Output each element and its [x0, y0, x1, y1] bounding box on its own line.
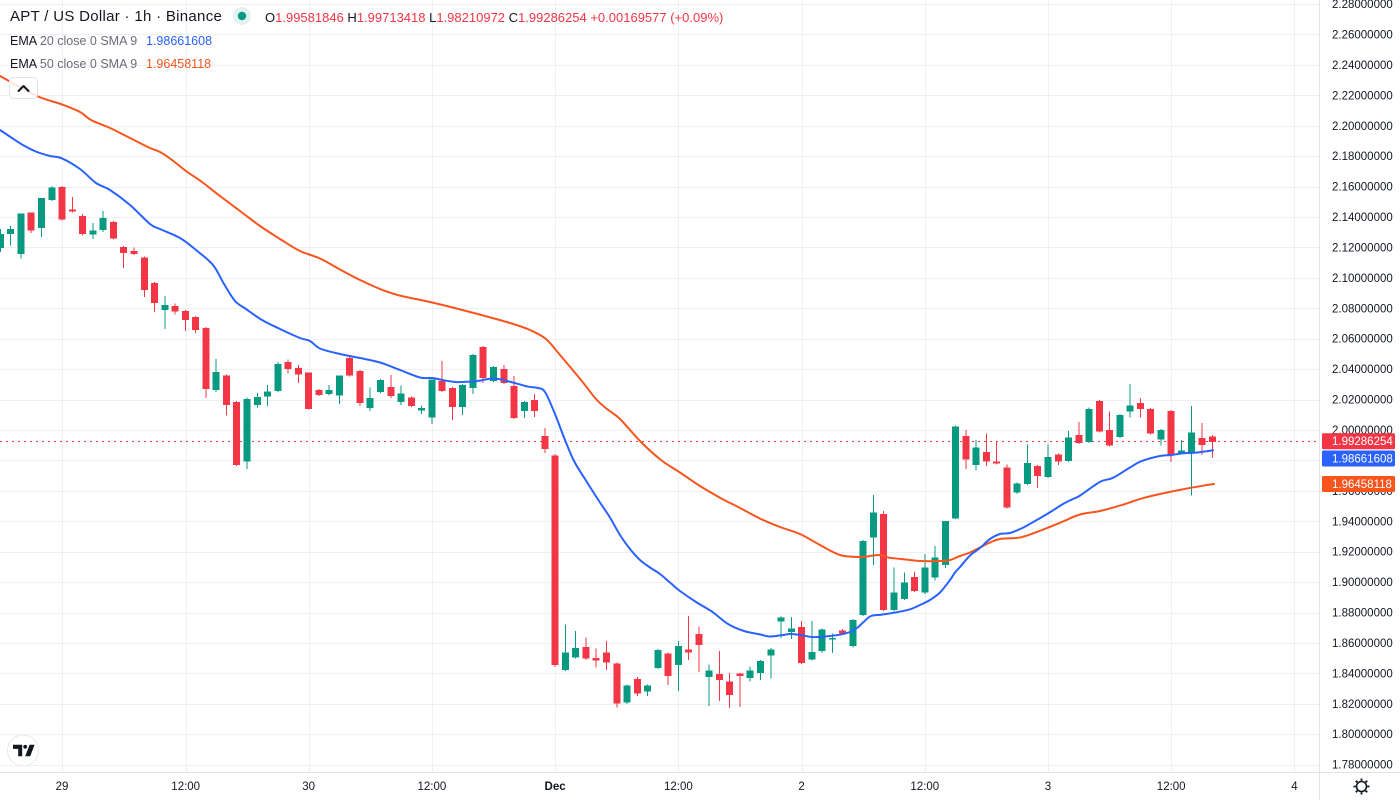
svg-text:Dec: Dec	[545, 781, 567, 793]
svg-text:2.24000000: 2.24000000	[1332, 60, 1393, 72]
svg-text:1.82000000: 1.82000000	[1332, 699, 1393, 711]
svg-text:2.08000000: 2.08000000	[1332, 303, 1393, 315]
svg-text:12:00: 12:00	[171, 781, 200, 793]
svg-text:1.84000000: 1.84000000	[1332, 668, 1393, 680]
svg-text:2.16000000: 2.16000000	[1332, 182, 1393, 194]
svg-text:29: 29	[56, 781, 69, 793]
svg-text:1.86000000: 1.86000000	[1332, 638, 1393, 650]
svg-text:2.22000000: 2.22000000	[1332, 90, 1393, 102]
svg-text:1.90000000: 1.90000000	[1332, 577, 1393, 589]
svg-text:1.98661608: 1.98661608	[1332, 454, 1393, 466]
svg-text:1.78000000: 1.78000000	[1332, 760, 1393, 772]
svg-text:2.26000000: 2.26000000	[1332, 30, 1393, 42]
svg-text:2.04000000: 2.04000000	[1332, 364, 1393, 376]
svg-text:1.88000000: 1.88000000	[1332, 608, 1393, 620]
svg-text:1.80000000: 1.80000000	[1332, 729, 1393, 741]
svg-text:1.99286254: 1.99286254	[1332, 436, 1393, 448]
svg-text:2.10000000: 2.10000000	[1332, 273, 1393, 285]
svg-text:1.94000000: 1.94000000	[1332, 516, 1393, 528]
svg-text:12:00: 12:00	[1157, 781, 1186, 793]
svg-text:12:00: 12:00	[418, 781, 447, 793]
svg-text:2: 2	[798, 781, 804, 793]
svg-text:4: 4	[1291, 781, 1298, 793]
svg-text:1.96458118: 1.96458118	[1332, 479, 1392, 491]
svg-text:2.28000000: 2.28000000	[1332, 0, 1393, 11]
svg-text:30: 30	[302, 781, 315, 793]
svg-text:2.18000000: 2.18000000	[1332, 151, 1393, 163]
svg-text:2.14000000: 2.14000000	[1332, 212, 1393, 224]
svg-text:2.02000000: 2.02000000	[1332, 395, 1393, 407]
svg-text:2.20000000: 2.20000000	[1332, 121, 1393, 133]
svg-text:2.12000000: 2.12000000	[1332, 243, 1393, 255]
svg-text:12:00: 12:00	[664, 781, 693, 793]
svg-text:2.06000000: 2.06000000	[1332, 334, 1393, 346]
svg-text:3: 3	[1045, 781, 1051, 793]
svg-text:12:00: 12:00	[910, 781, 939, 793]
svg-text:1.92000000: 1.92000000	[1332, 547, 1393, 559]
